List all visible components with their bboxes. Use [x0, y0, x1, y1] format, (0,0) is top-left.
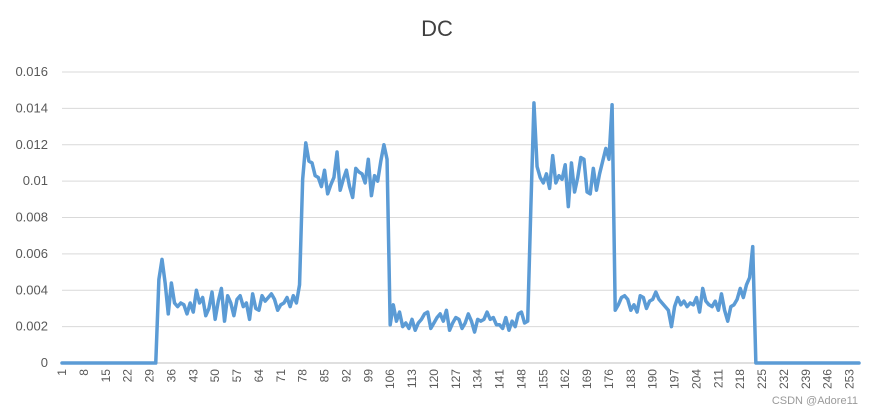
x-tick-label: 246	[821, 369, 835, 389]
x-tick-label: 225	[755, 369, 769, 389]
y-tick-label: 0.01	[23, 173, 48, 188]
x-tick-label: 106	[383, 369, 397, 389]
y-tick-label: 0.006	[15, 246, 48, 261]
y-tick-label: 0.016	[15, 64, 48, 79]
y-tick-label: 0.008	[15, 210, 48, 225]
x-tick-label: 99	[361, 369, 375, 383]
y-tick-label: 0.014	[15, 100, 48, 115]
x-tick-label: 148	[514, 369, 528, 389]
x-tick-label: 218	[733, 369, 747, 389]
x-tick-label: 113	[405, 369, 419, 388]
x-tick-label: 155	[536, 369, 550, 389]
x-tick-label: 141	[493, 369, 507, 389]
x-tick-label: 78	[296, 369, 310, 383]
x-tick-label: 127	[449, 369, 463, 389]
x-tick-label: 1	[55, 369, 69, 376]
x-tick-label: 162	[558, 369, 572, 389]
x-tick-label: 50	[208, 369, 222, 383]
chart-title: DC	[421, 16, 453, 41]
x-axis-tick-labels: 1 8 15 22 29 36 43 50 57 64 71 78 85 92 99 106 113 120 127…	[55, 369, 857, 389]
y-tick-label: 0.012	[15, 137, 48, 152]
x-tick-label: 36	[164, 369, 178, 383]
watermark: CSDN @Adore11	[772, 395, 858, 407]
series-layer	[60, 101, 861, 365]
series-line	[60, 101, 861, 365]
x-tick-label: 253	[843, 369, 857, 389]
x-tick-label: 239	[799, 369, 813, 389]
x-tick-label: 71	[274, 369, 288, 383]
x-tick-label: 197	[668, 369, 682, 389]
x-tick-label: 43	[186, 369, 200, 383]
x-tick-label: 176	[602, 369, 616, 389]
x-tick-label: 183	[624, 369, 638, 389]
x-tick-label: 64	[252, 369, 266, 383]
x-tick-label: 85	[318, 369, 332, 383]
y-axis-tick-labels: 0 0.002 0.004 0.006 0.008 0.01 0.012 0.014 0.016	[15, 64, 48, 370]
x-tick-label: 232	[777, 369, 791, 389]
y-tick-label: 0.004	[15, 282, 48, 297]
x-tick-label: 22	[121, 369, 135, 383]
x-tick-label: 134	[471, 369, 485, 389]
x-tick-label: 120	[427, 369, 441, 389]
x-tick-label: 92	[339, 369, 353, 383]
y-tick-label: 0	[41, 355, 48, 370]
x-tick-label: 204	[689, 369, 703, 389]
x-tick-label: 8	[77, 369, 91, 376]
x-tick-label: 29	[143, 369, 157, 383]
x-tick-label: 211	[711, 369, 725, 388]
x-tick-label: 169	[580, 369, 594, 389]
x-tick-label: 15	[99, 369, 113, 383]
x-tick-label: 190	[646, 369, 660, 389]
y-tick-label: 0.002	[15, 319, 48, 334]
x-tick-label: 57	[230, 369, 244, 383]
